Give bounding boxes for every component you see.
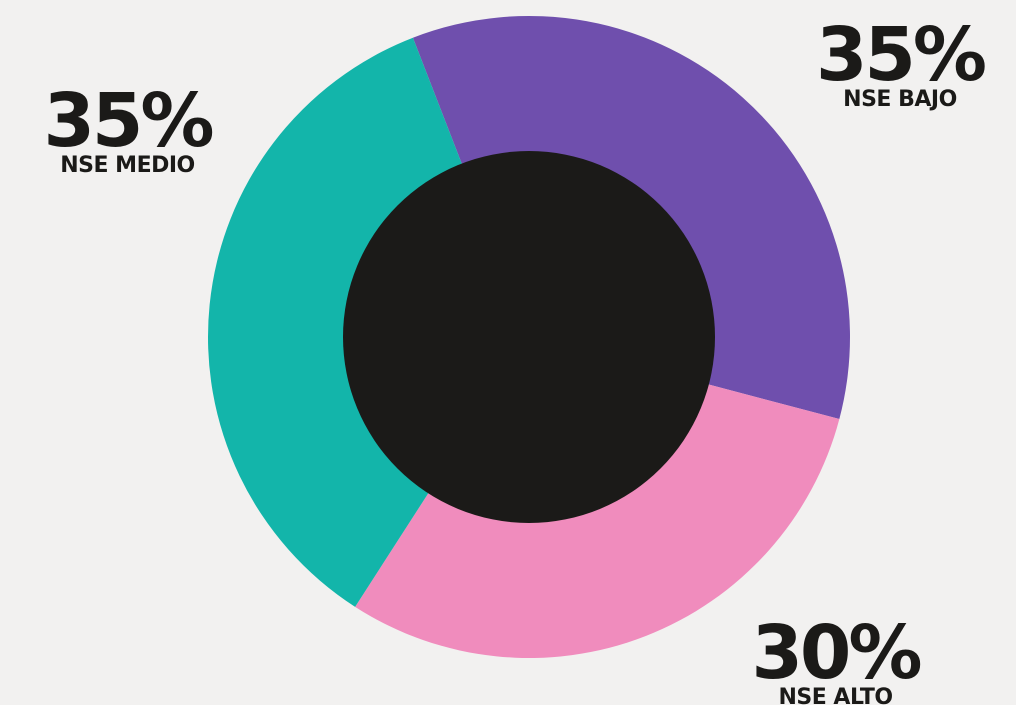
slice-label-nse-medio: 35% NSE MEDIO: [20, 84, 235, 177]
slice-category-nse-medio: NSE MEDIO: [60, 153, 195, 178]
slice-category-nse-bajo: NSE BAJO: [843, 87, 957, 112]
slice-label-nse-alto: 30% NSE ALTO: [728, 616, 943, 705]
slice-percent-nse-alto: 30%: [751, 610, 922, 696]
donut-center-hole: [343, 151, 715, 523]
slice-label-nse-bajo: 35% NSE BAJO: [800, 18, 1000, 111]
slice-percent-nse-bajo: 35%: [815, 12, 987, 98]
slice-category-nse-alto: NSE ALTO: [778, 685, 893, 705]
slice-percent-nse-medio: 35%: [43, 78, 214, 164]
